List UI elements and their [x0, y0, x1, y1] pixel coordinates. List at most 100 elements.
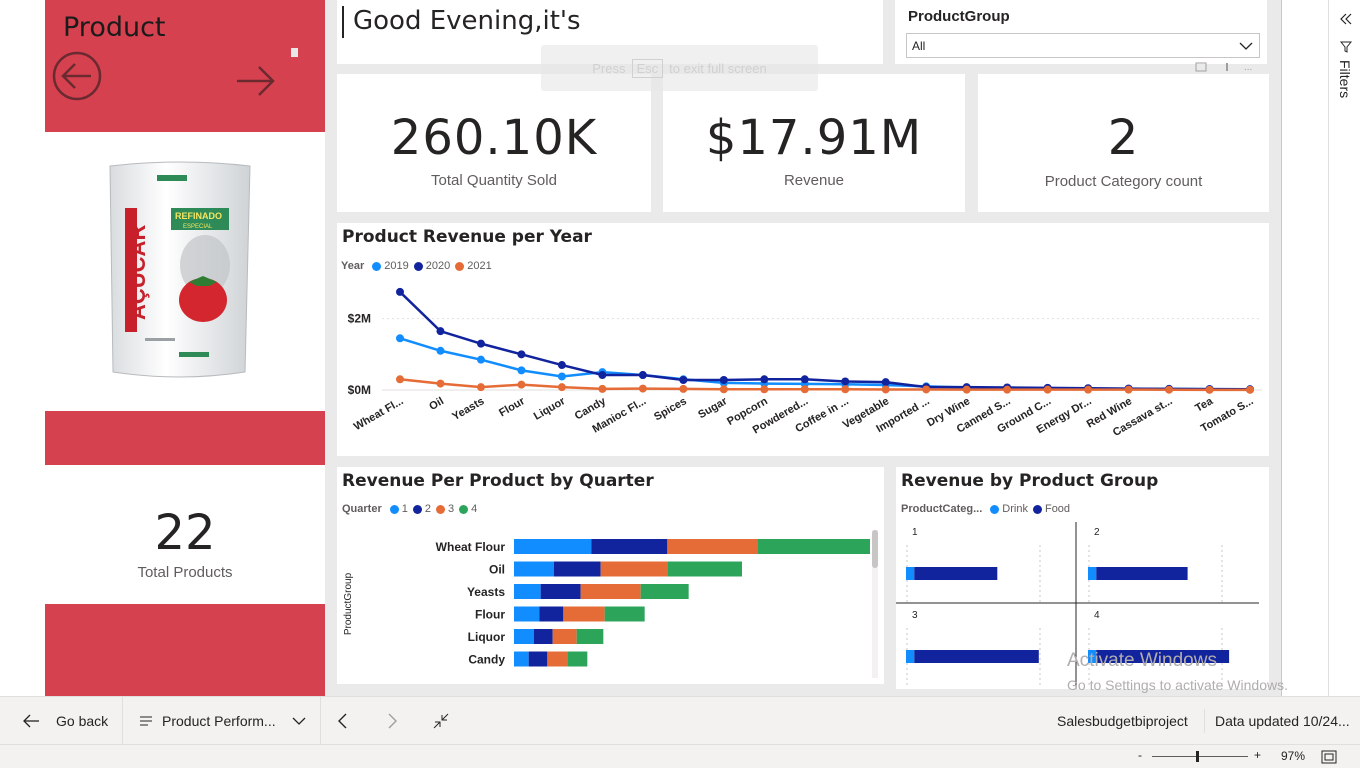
data-point: [476, 383, 485, 392]
double-chevron-left-icon[interactable]: [1339, 12, 1353, 26]
group-chart-card[interactable]: Revenue by Product Group ProductCateg...…: [896, 467, 1269, 689]
x-tick-label: Spices: [652, 395, 689, 423]
visual-header-icons: ...: [1194, 60, 1264, 73]
data-point: [881, 385, 890, 394]
next-page-button[interactable]: [386, 697, 398, 745]
kpi-value: 2: [1107, 110, 1140, 166]
back-arrow-icon[interactable]: [51, 50, 103, 102]
data-point: [557, 361, 566, 370]
data-point: [1205, 385, 1214, 394]
data-point: [436, 379, 445, 388]
legend-item[interactable]: 3: [436, 503, 454, 515]
legend-item[interactable]: Drink: [990, 503, 1028, 515]
watermark-line1: Activate Windows: [1067, 650, 1217, 671]
data-point: [841, 385, 850, 394]
bar-chart-plot: ProductGroup Wheat Flour Oil Yeasts Flour Liq…: [343, 539, 870, 667]
bar-drink: [1088, 650, 1097, 663]
x-tick-label: Oil: [427, 395, 446, 413]
bar-food: [1096, 650, 1230, 663]
forward-arrow-icon[interactable]: [233, 58, 279, 104]
bar-segment: [640, 584, 689, 599]
bar-segment: [514, 606, 540, 622]
svg-text:...: ...: [1244, 62, 1252, 73]
legend-items: Drink Food: [990, 503, 1070, 515]
legend-item[interactable]: 2021: [455, 260, 492, 272]
line-chart-title: Product Revenue per Year: [342, 227, 592, 247]
page-name: Product Perform...: [162, 713, 276, 729]
zoom-slider-thumb[interactable]: [1196, 751, 1199, 762]
legend-item[interactable]: 2019: [372, 260, 409, 272]
scrollbar-thumb[interactable]: [872, 530, 878, 568]
bar-drink: [906, 567, 915, 580]
data-point: [638, 384, 647, 393]
legend-item[interactable]: 2: [412, 503, 431, 515]
data-point: [760, 375, 769, 384]
bar-segment: [547, 651, 568, 667]
bottom-band: [45, 604, 325, 696]
slicer-dropdown[interactable]: All: [906, 33, 1260, 58]
category-label: Yeasts: [467, 585, 505, 599]
zoom-in-button[interactable]: +: [1254, 748, 1262, 762]
page-selector[interactable]: Product Perform...: [139, 697, 306, 745]
data-point: [396, 334, 404, 343]
fit-to-page-icon[interactable]: [1321, 750, 1337, 764]
legend-items: 2019 2020 2021: [372, 260, 492, 272]
panel-title: Product: [63, 12, 166, 43]
data-point: [517, 350, 526, 359]
legend-dot: [372, 261, 382, 271]
bottom-nav-bar: Go back Product Perform... Salesbudgetbi…: [0, 696, 1360, 745]
productgroup-slicer[interactable]: ProductGroup All ...: [895, 0, 1267, 73]
exit-fullscreen-button[interactable]: [432, 697, 450, 745]
data-point: [517, 366, 526, 375]
category-label: Liquor: [468, 630, 506, 644]
group-chart-legend: ProductCateg... Drink Food: [901, 503, 1070, 515]
zoom-out-button[interactable]: -: [1138, 748, 1142, 762]
data-point: [436, 327, 445, 336]
legend-item[interactable]: Food: [1032, 503, 1070, 515]
bar-segment: [514, 584, 541, 599]
data-point: [841, 377, 850, 386]
greeting-cursor: [342, 6, 344, 38]
data-point: [719, 385, 728, 394]
bar-segment: [667, 561, 742, 577]
series-line-2021: [399, 378, 1250, 392]
bar-segment: [539, 606, 564, 622]
legend-item[interactable]: 4: [459, 503, 477, 515]
go-back-button[interactable]: Go back: [22, 697, 108, 745]
greeting-text: Good Evening,it's: [353, 6, 581, 36]
legend-item[interactable]: 1: [389, 503, 408, 515]
legend-dot: [1032, 504, 1042, 514]
middle-band: [45, 411, 325, 465]
go-back-label: Go back: [56, 713, 109, 729]
bar-segment: [591, 539, 668, 554]
report-page: Good Evening,it's ProductGroup All ... 2…: [45, 0, 1288, 696]
filter-icon: [1340, 41, 1352, 53]
data-point: [598, 384, 607, 393]
line-chart-legend: Year 2019 2020 2021: [341, 260, 492, 272]
legend-label: Drink: [1002, 503, 1028, 515]
legend-label: 2021: [467, 260, 492, 272]
filters-label[interactable]: Filters: [1337, 60, 1353, 99]
bar-chart-card[interactable]: Revenue Per Product by Quarter Quarter 1…: [337, 467, 884, 684]
filters-pane[interactable]: Filters: [1328, 0, 1360, 696]
data-point: [1124, 385, 1133, 394]
slicer-value: All: [912, 39, 926, 53]
kpi-label: Total Quantity Sold: [431, 172, 557, 189]
arrow-left-icon: [23, 714, 39, 728]
legend-item[interactable]: 2020: [413, 260, 450, 272]
zoom-slider[interactable]: [1152, 751, 1248, 762]
legend-dot: [389, 504, 399, 514]
bar-food: [914, 567, 998, 580]
data-point: [436, 346, 445, 355]
data-point: [962, 385, 971, 394]
x-tick-label: Flour: [497, 395, 527, 419]
legend-label: 2: [424, 503, 431, 515]
bar-segment: [604, 606, 645, 622]
workspace-name[interactable]: Salesbudgetbiproject: [1057, 713, 1188, 729]
data-point: [557, 383, 566, 392]
line-chart-card[interactable]: Product Revenue per Year Year 2019 2020 20…: [337, 223, 1269, 456]
previous-page-button[interactable]: [337, 697, 349, 745]
bar-chart-scrollbar[interactable]: [872, 530, 878, 678]
x-tick-label: Tea: [1193, 395, 1215, 415]
